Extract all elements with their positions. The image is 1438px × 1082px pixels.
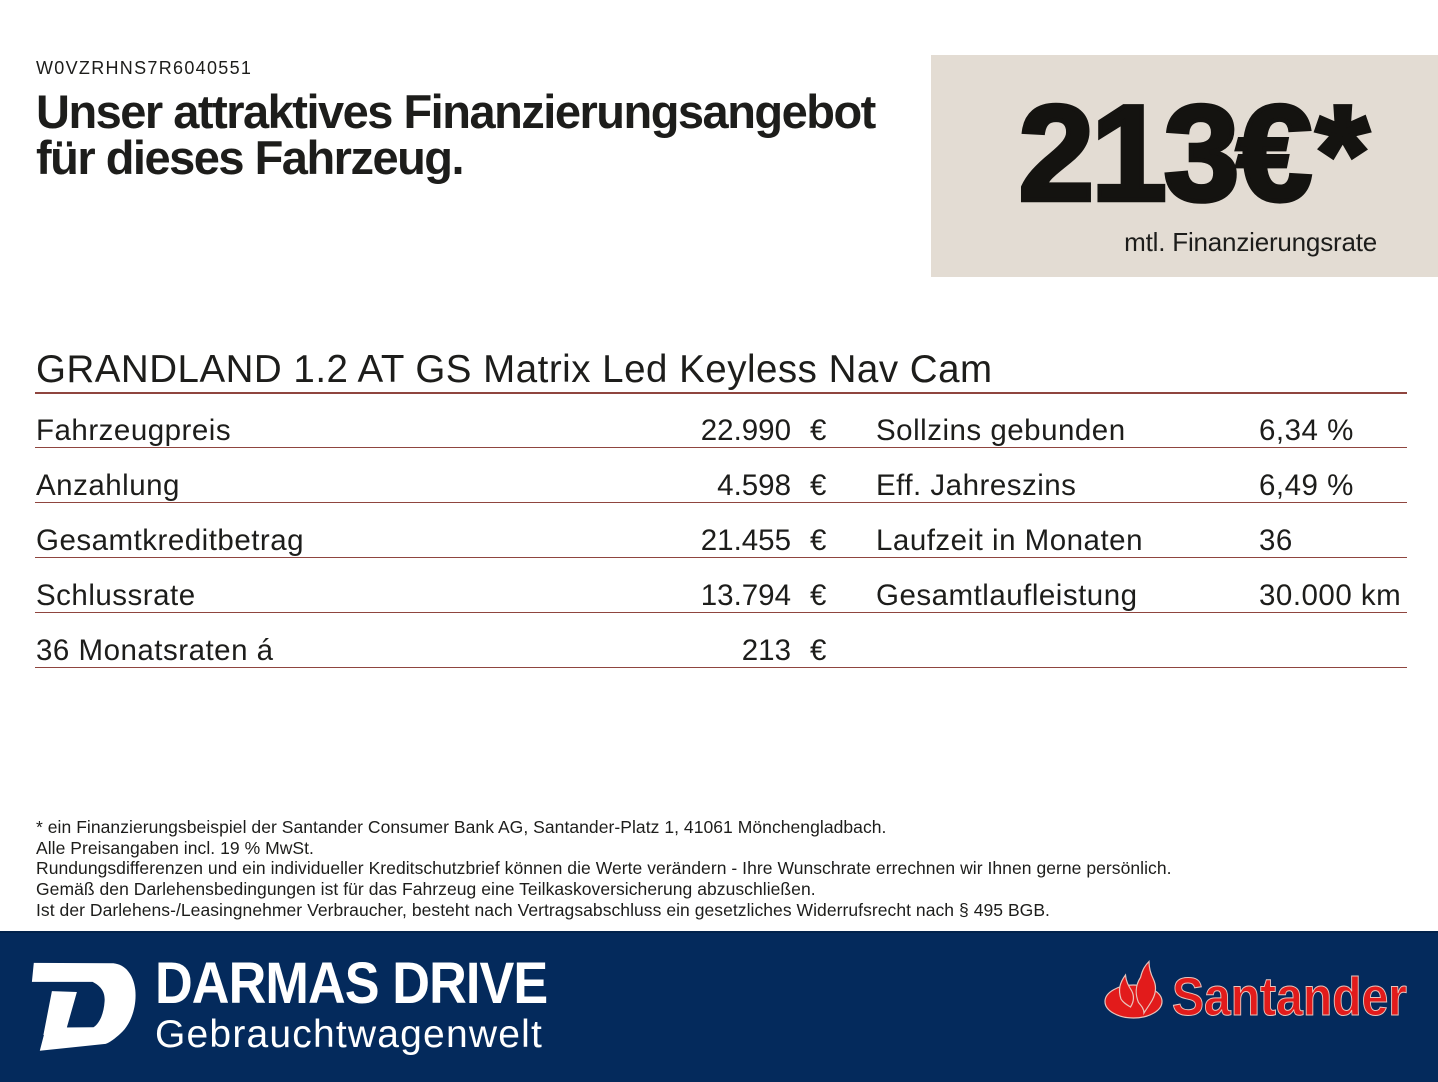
svg-text:Santander: Santander: [1172, 967, 1407, 1025]
